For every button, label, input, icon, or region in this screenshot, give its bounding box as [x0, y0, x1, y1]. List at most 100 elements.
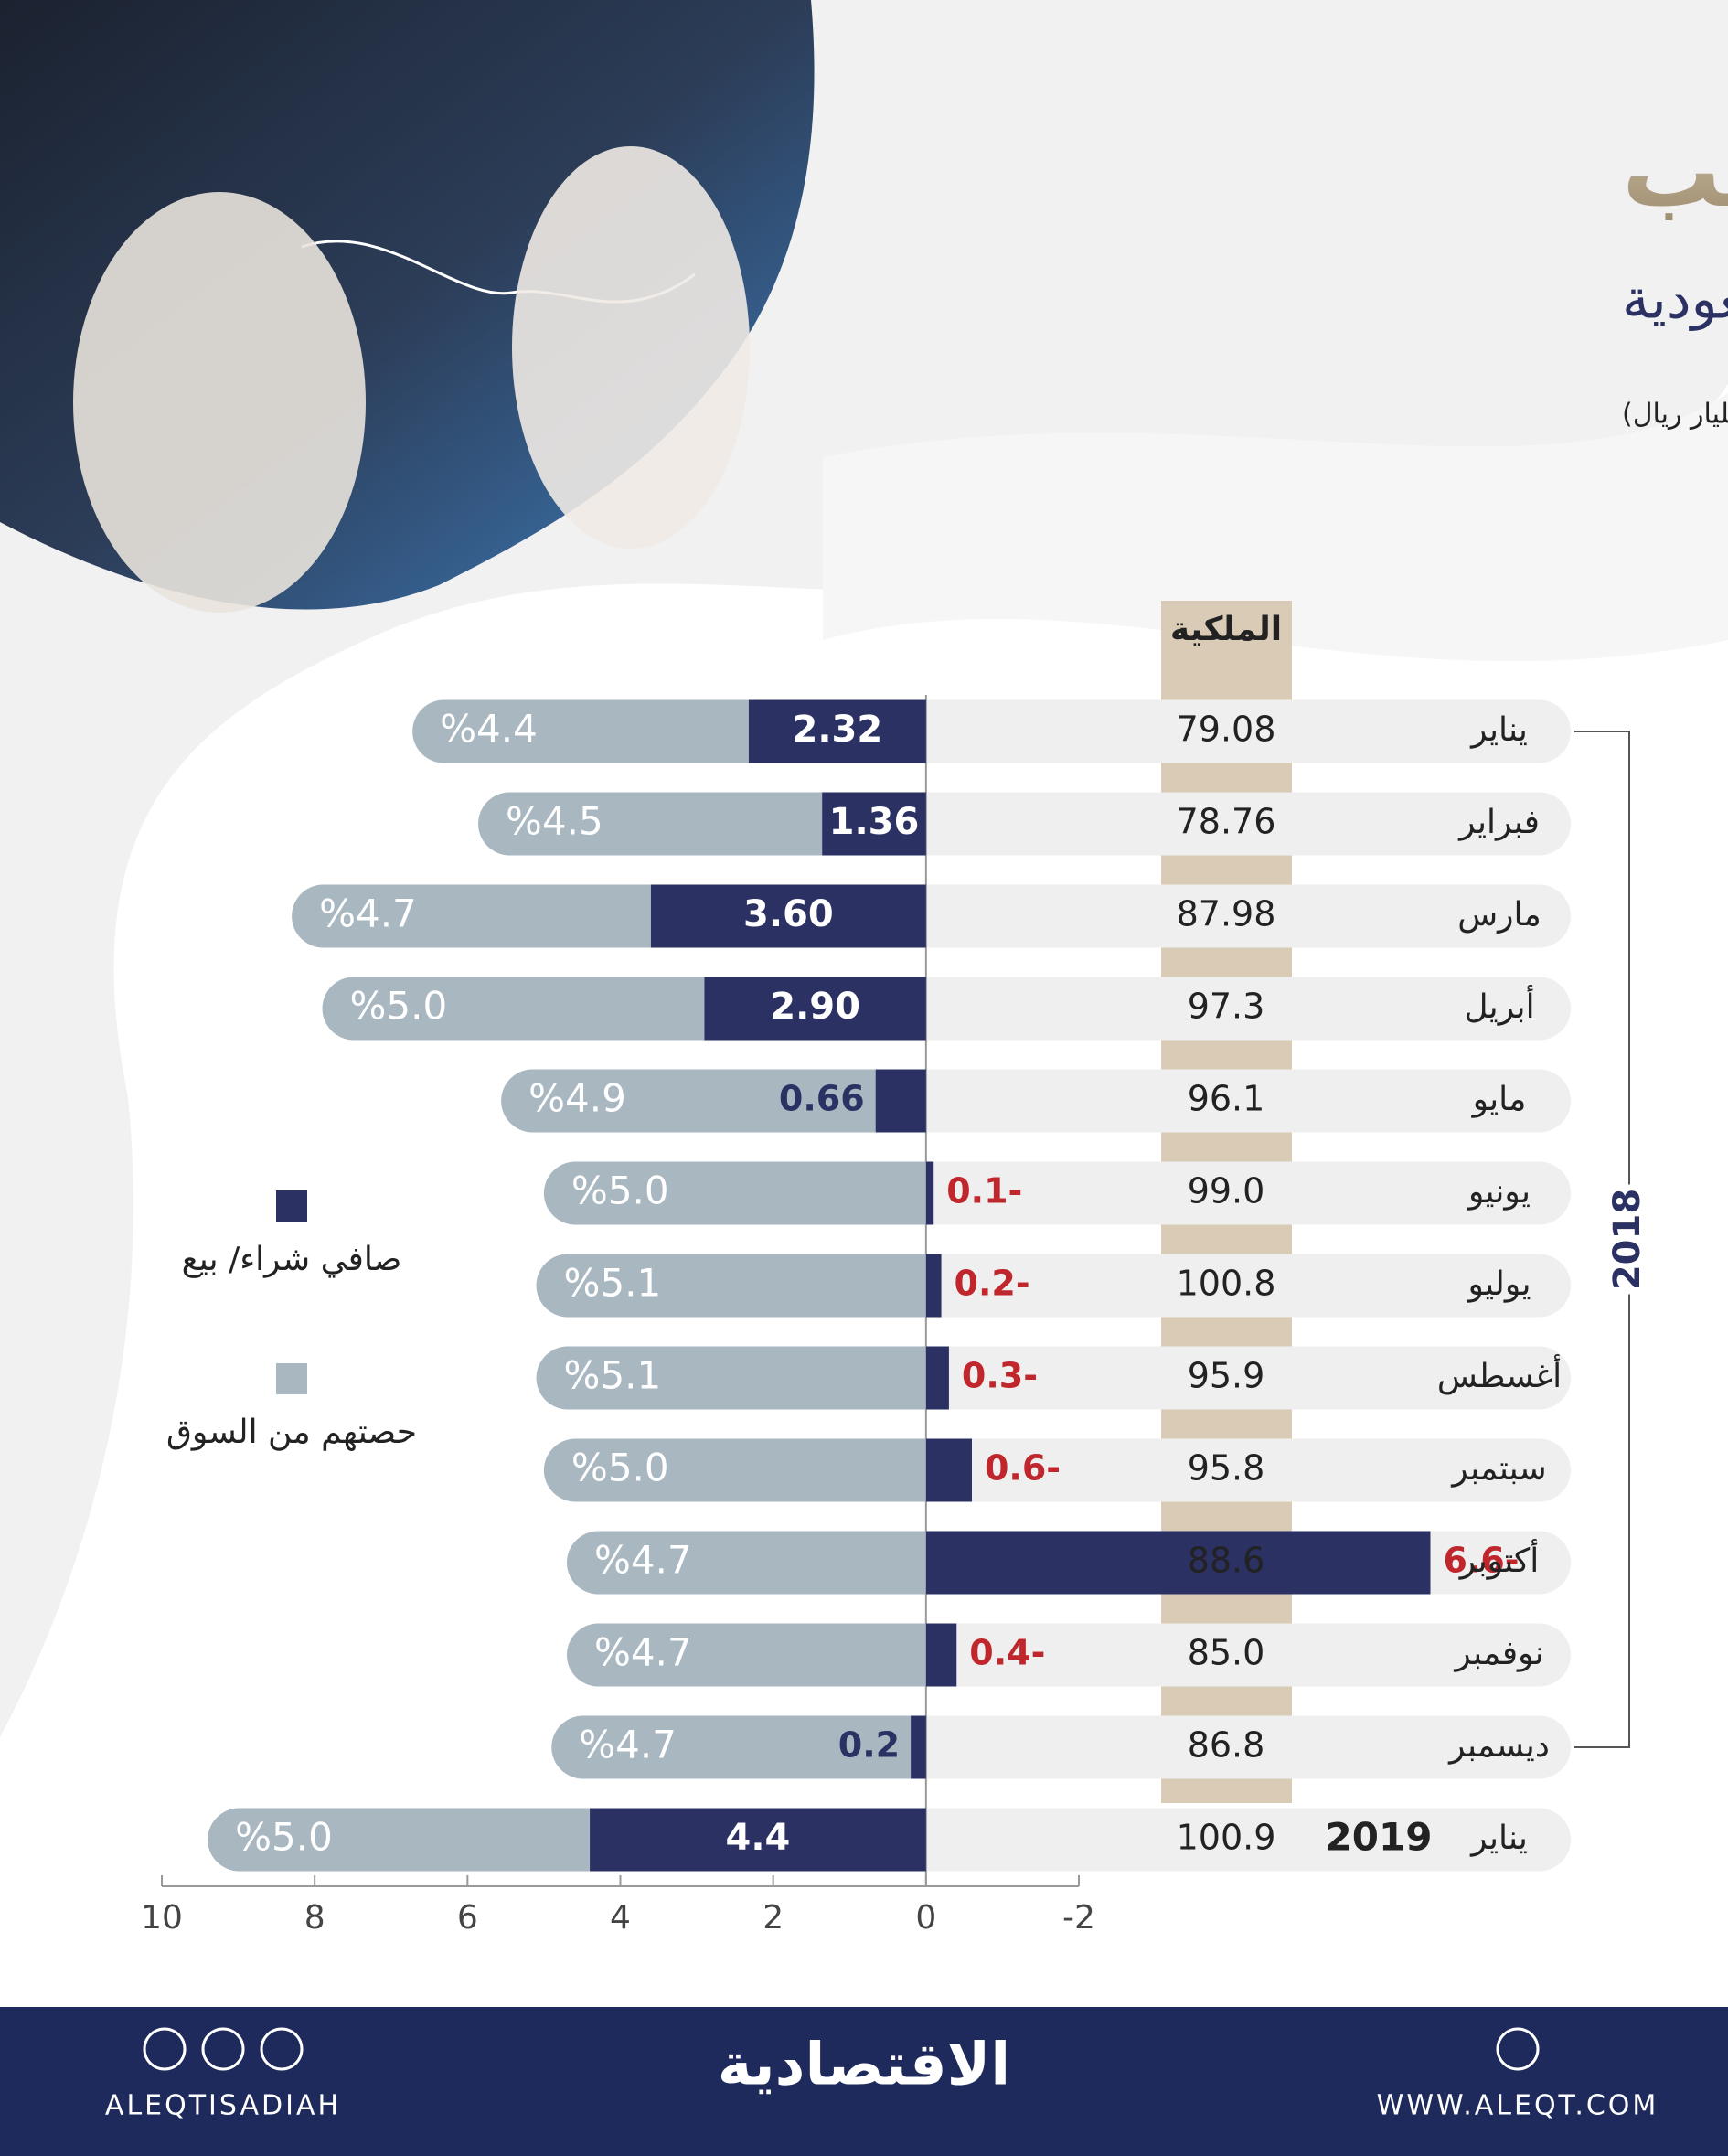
ownership-value: 95.8	[1188, 1448, 1265, 1489]
row-background	[898, 1346, 1571, 1410]
share-label: %4.7	[594, 1630, 692, 1675]
row-background	[898, 1438, 1571, 1502]
ownership-value: 96.1	[1188, 1079, 1265, 1119]
category-label: نوفمبر	[1453, 1635, 1543, 1672]
net-bar	[925, 1346, 949, 1410]
x-tick-label: 8	[304, 1899, 325, 1937]
ownership-value: 86.8	[1188, 1725, 1265, 1766]
category-label: فبراير	[1457, 804, 1540, 841]
x-tick-label: 4	[610, 1899, 631, 1937]
website-url[interactable]: WWW.ALEQT.COM	[1377, 2090, 1659, 2122]
ownership-value: 87.98	[1177, 894, 1276, 934]
row-background	[898, 1808, 1571, 1872]
ownership-value: 78.76	[1177, 802, 1276, 842]
row-background	[898, 1715, 1571, 1779]
share-bar	[292, 884, 651, 948]
net-bar	[704, 977, 926, 1041]
net-label: 4.4	[726, 1817, 791, 1859]
year-label: 2018	[1606, 1189, 1648, 1290]
facebook-icon[interactable]	[201, 2027, 245, 2071]
net-bar	[925, 1438, 972, 1502]
ownership-value: 97.3	[1188, 987, 1265, 1027]
share-bar	[536, 1254, 926, 1318]
social-handle: ALEQTISADIAH	[105, 2090, 341, 2122]
x-tick-label: -2	[1062, 1899, 1095, 1937]
share-label: %4.7	[594, 1538, 692, 1583]
web-icon[interactable]	[1496, 2027, 1540, 2071]
ownership-value: 88.6	[1188, 1541, 1265, 1581]
net-label: 3.60	[743, 893, 834, 935]
logo: الاقتصادية	[718, 2032, 1010, 2099]
category-label: أبريل	[1464, 985, 1534, 1026]
net-bar	[590, 1808, 926, 1872]
category-label: يناير	[1469, 1820, 1528, 1857]
category-label: سبتمبر	[1450, 1450, 1546, 1488]
row-background	[898, 977, 1571, 1041]
unit-label: (مليار ريال)	[1622, 399, 1728, 431]
net-bar	[925, 1254, 942, 1318]
share-label: %5.1	[564, 1353, 662, 1398]
background-swoosh	[823, 393, 1728, 662]
net-label: 2.90	[770, 986, 860, 1028]
net-label: 0.66	[779, 1079, 865, 1119]
x-tick-label: 6	[457, 1899, 478, 1937]
share-bar	[322, 977, 705, 1041]
net-bar	[925, 1531, 1431, 1595]
photo-figure	[73, 192, 366, 613]
legend-swatch	[276, 1363, 307, 1394]
ownership-value: 79.08	[1177, 710, 1276, 750]
share-bar	[566, 1623, 926, 1687]
ownership-value: 85.0	[1188, 1633, 1265, 1673]
legend-label: حصتهم من السوق	[166, 1414, 417, 1451]
category-label: مايو	[1471, 1081, 1527, 1118]
share-label: %4.7	[579, 1723, 677, 1767]
instagram-icon[interactable]	[143, 2027, 187, 2071]
share-bar	[478, 792, 823, 856]
net-label: 0.1-	[946, 1171, 1022, 1211]
share-bar	[412, 699, 749, 763]
ownership-header: الملكية	[1170, 611, 1282, 648]
share-label: %4.9	[528, 1076, 626, 1121]
net-bar	[925, 1623, 957, 1687]
net-label: 0.4-	[969, 1633, 1045, 1673]
share-label: %5.0	[235, 1815, 333, 1860]
net-bar	[925, 1161, 934, 1225]
legend-label: صافي شراء/ بيع	[182, 1241, 402, 1278]
category-label: ديسمبر	[1447, 1727, 1550, 1765]
row-background	[898, 884, 1571, 948]
category-label: يناير	[1469, 711, 1528, 749]
share-label: %4.5	[506, 799, 603, 844]
row-background	[898, 1254, 1571, 1318]
year-label-bg	[1611, 1184, 1648, 1295]
legend-swatch	[276, 1190, 307, 1222]
share-bar	[543, 1438, 926, 1502]
footer-bar	[0, 2007, 1728, 2156]
category-label: أكتوبر	[1458, 1539, 1539, 1580]
net-label: 0.2	[838, 1725, 900, 1766]
row-background	[898, 1623, 1571, 1687]
ownership-value: 100.9	[1177, 1818, 1276, 1858]
share-label: %5.0	[571, 1446, 669, 1490]
share-bar	[536, 1346, 926, 1410]
x-tick-label: 0	[915, 1899, 936, 1937]
ownership-value: 99.0	[1188, 1171, 1265, 1211]
row-background	[898, 792, 1571, 856]
share-bar	[551, 1715, 912, 1779]
net-label: 1.36	[829, 801, 920, 843]
title: تعاملات الأجانب	[1622, 112, 1728, 229]
net-bar	[875, 1069, 926, 1133]
net-label: 0.6-	[985, 1448, 1061, 1489]
row-background	[898, 699, 1571, 763]
twitter-icon[interactable]	[260, 2027, 304, 2071]
net-bar	[822, 792, 926, 856]
share-bar	[543, 1161, 926, 1225]
net-label: 0.3-	[962, 1356, 1038, 1396]
net-bar	[911, 1715, 926, 1779]
net-bar	[748, 699, 926, 763]
subtitle: في سوق الأسهم السعودية	[1622, 266, 1728, 332]
category-label: يوليو	[1466, 1265, 1531, 1303]
year-label: 2019	[1326, 1815, 1433, 1860]
share-bar	[501, 1069, 876, 1133]
share-label: %5.0	[571, 1169, 669, 1213]
category-label: أغسطس	[1437, 1354, 1562, 1395]
